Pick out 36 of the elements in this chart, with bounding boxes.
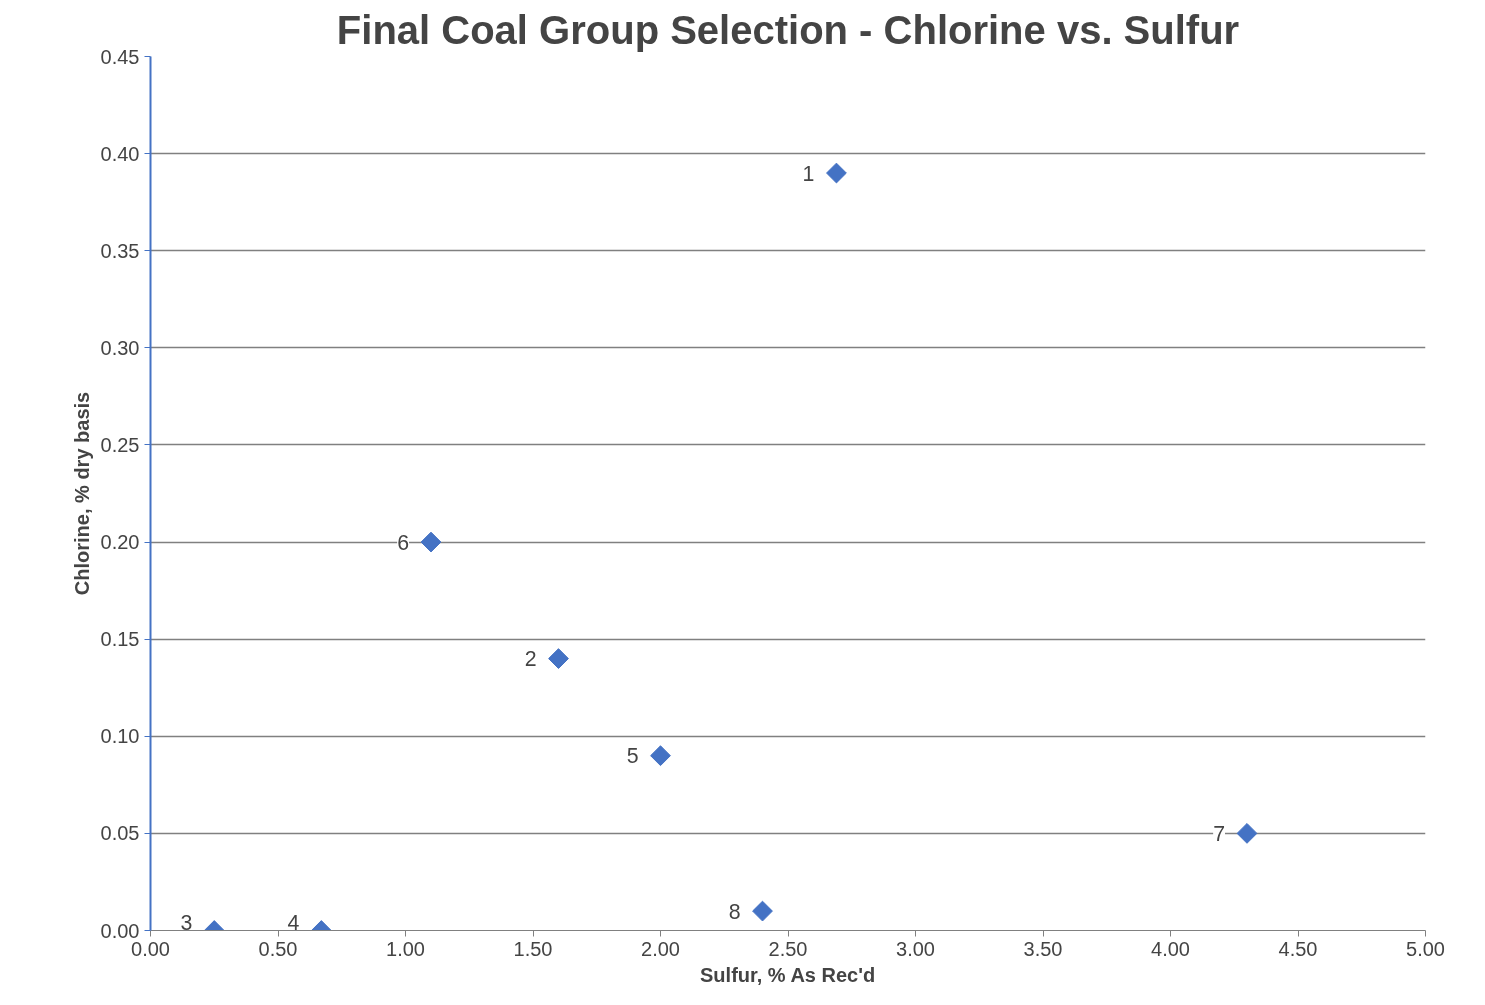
annotation: 3 — [180, 911, 193, 935]
x-tick-label: 4.00 — [1151, 937, 1190, 960]
annotation: 1 — [802, 161, 815, 186]
y-axis-title: Chlorine, % dry basis — [70, 391, 93, 596]
y-tick-label: 0.20 — [100, 531, 140, 554]
point — [548, 648, 569, 669]
annotation: 6 — [397, 530, 410, 555]
point — [826, 162, 847, 184]
point — [420, 531, 442, 553]
y-tick-label: 0.25 — [100, 433, 140, 456]
x-tick-label: 1.00 — [386, 937, 425, 960]
x-tick-label: 2.00 — [641, 937, 680, 960]
point — [1236, 822, 1258, 844]
y-tick-label: 0.45 — [100, 45, 140, 68]
x-axis-title: Sulfur, % As Rec'd — [700, 963, 876, 986]
chart-title: Final Coal Group Selection - Chlorine vs. Sulfur — [336, 7, 1240, 52]
point — [752, 900, 773, 922]
annotation: 2 — [524, 647, 537, 672]
x-tick-label: 3.00 — [896, 937, 935, 960]
annotation: 4 — [287, 911, 300, 935]
x-tick-label: 0.50 — [258, 937, 298, 960]
annotation: 7 — [1213, 821, 1226, 846]
y-tick-label: 0.05 — [100, 822, 140, 845]
y-tick-label: 0.30 — [100, 336, 140, 359]
y-tick-label: 0.40 — [100, 142, 140, 165]
annotation: 8 — [728, 899, 741, 924]
x-tick-label: 1.50 — [513, 937, 553, 960]
y-tick-label: 0.15 — [100, 628, 140, 651]
x-tick-label: 4.50 — [1278, 937, 1318, 960]
x-tick-label: 5.00 — [1406, 937, 1445, 960]
x-tick-label: 2.50 — [768, 937, 808, 960]
point — [650, 745, 671, 767]
annotation: 5 — [626, 744, 639, 769]
y-tick-label: 0.10 — [100, 725, 140, 748]
y-tick-label: 0.35 — [100, 239, 140, 262]
x-tick-label: 3.50 — [1023, 937, 1063, 960]
